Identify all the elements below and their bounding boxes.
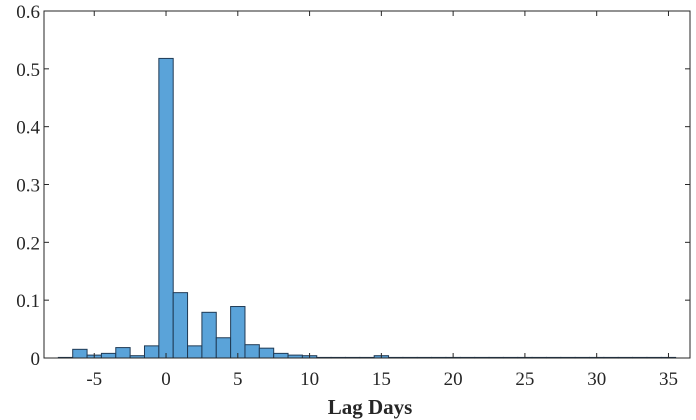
x-tick-label: -5 xyxy=(86,369,102,390)
histogram-bar xyxy=(201,311,217,359)
y-tick-label: 0.2 xyxy=(16,233,40,254)
x-tick-label: 10 xyxy=(300,369,319,390)
y-tick-label: 0.3 xyxy=(16,176,40,197)
x-tick-label: 20 xyxy=(444,369,463,390)
x-tick-label: 0 xyxy=(161,369,171,390)
bars-group xyxy=(57,57,677,359)
y-tick-label: 0.6 xyxy=(16,2,40,23)
histogram-bar xyxy=(172,292,189,359)
histogram-bar xyxy=(158,57,174,359)
x-tick-label: 25 xyxy=(515,369,534,390)
histogram-bar xyxy=(115,347,131,359)
x-tick-label: 5 xyxy=(233,369,243,390)
histogram-bar xyxy=(273,352,289,359)
y-tick-label: 0.1 xyxy=(16,291,40,312)
histogram-bar xyxy=(244,344,260,359)
histogram-bar xyxy=(258,347,275,359)
x-axis-title: Lag Days xyxy=(328,395,413,419)
y-tick-label: 0 xyxy=(31,349,41,370)
histogram-bar xyxy=(230,306,246,359)
plot-area-frame xyxy=(43,10,691,359)
y-axis-ticks: 0 0.1 0.2 0.3 0.4 0.5 0.6 xyxy=(16,2,690,370)
histogram-bar xyxy=(143,345,160,359)
histogram-bar xyxy=(72,348,88,359)
histogram-bar xyxy=(187,345,203,359)
x-axis-ticks: -5 0 5 10 15 20 25 30 35 xyxy=(86,11,678,390)
y-tick-label: 0.5 xyxy=(16,60,40,81)
y-tick-label: 0.4 xyxy=(16,118,40,139)
x-tick-label: 15 xyxy=(372,369,391,390)
x-tick-label: 35 xyxy=(659,369,678,390)
histogram-bar xyxy=(215,337,232,359)
x-tick-label: 30 xyxy=(587,369,606,390)
histogram-bar xyxy=(100,352,117,359)
